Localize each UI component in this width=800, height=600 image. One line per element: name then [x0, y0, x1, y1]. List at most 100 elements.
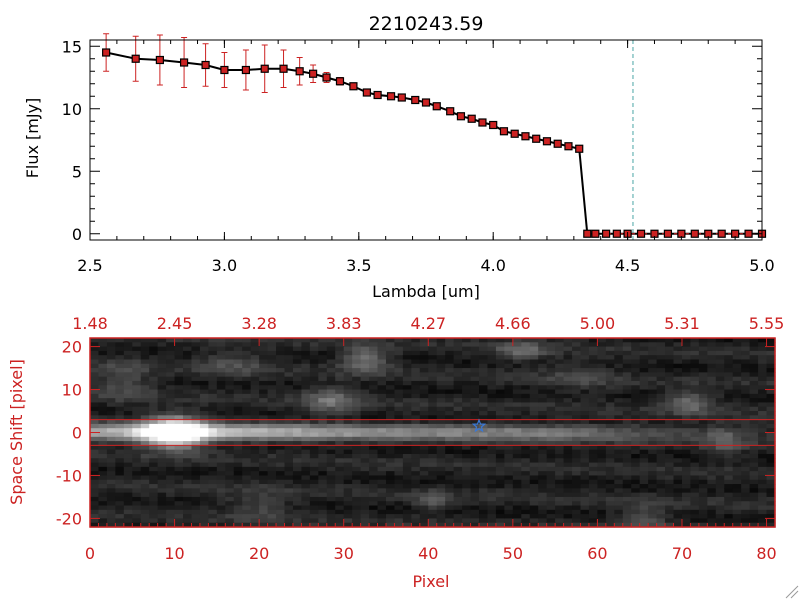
image-pixel [98, 488, 108, 494]
image-pixel [140, 466, 150, 472]
image-pixel [715, 441, 725, 446]
image-pixel [149, 355, 159, 361]
image-pixel [233, 419, 243, 425]
image-pixel [470, 385, 480, 391]
image-pixel [149, 402, 159, 408]
image-pixel [191, 462, 201, 468]
image-pixel [394, 372, 404, 378]
image-pixel [572, 363, 582, 369]
image-pixel [360, 471, 370, 477]
image-pixel [665, 338, 675, 343]
image-pixel [369, 501, 379, 507]
image-pixel [580, 346, 590, 352]
image-pixel [411, 428, 421, 434]
image-pixel [140, 385, 150, 391]
image-pixel [479, 346, 489, 352]
image-pixel [690, 411, 700, 416]
image-pixel [529, 428, 539, 434]
image-pixel [631, 479, 641, 485]
image-pixel [563, 514, 573, 520]
image-pixel [639, 441, 649, 446]
image-pixel [233, 509, 243, 515]
image-pixel [149, 398, 159, 404]
image-pixel [521, 385, 531, 391]
image-pixel [758, 449, 768, 455]
image-pixel [98, 346, 108, 352]
image-pixel [216, 342, 226, 348]
image-pixel [563, 471, 573, 477]
image-pixel [233, 492, 243, 498]
image-pixel [250, 496, 260, 502]
image-pixel [411, 466, 421, 472]
image-pixel [115, 518, 125, 524]
image-pixel [648, 505, 658, 511]
image-pixel [453, 368, 463, 373]
image-pixel [538, 393, 548, 399]
image-pixel [563, 453, 573, 459]
image-pixel [479, 453, 489, 459]
image-pixel [233, 518, 243, 524]
image-pixel [174, 509, 184, 515]
image-pixel [622, 492, 632, 498]
image-pixel [106, 514, 116, 520]
image-pixel [242, 484, 252, 489]
image-pixel [436, 458, 446, 464]
image-pixel [436, 368, 446, 373]
image-pixel [631, 398, 641, 404]
image-pixel [758, 441, 768, 446]
image-pixel [732, 453, 742, 459]
image-pixel [318, 496, 328, 502]
image-pixel [191, 505, 201, 511]
image-pixel [174, 393, 184, 399]
image-pixel [605, 479, 615, 485]
image-pixel [106, 453, 116, 459]
image-pixel [453, 402, 463, 408]
image-pixel [724, 402, 734, 408]
image-pixel [504, 449, 514, 455]
image-pixel [495, 458, 505, 464]
image-pixel [614, 415, 624, 421]
image-pixel [216, 415, 226, 421]
image-pixel [622, 514, 632, 520]
image-pixel [132, 363, 142, 369]
image-pixel [741, 453, 751, 459]
image-pixel [495, 509, 505, 515]
image-pixel [157, 514, 167, 520]
image-pixel [394, 338, 404, 343]
image-pixel [208, 432, 218, 438]
image-pixel [419, 393, 429, 399]
image-pixel [352, 411, 362, 416]
image-pixel [98, 471, 108, 477]
image-pixel [462, 338, 472, 343]
image-pixel [715, 501, 725, 507]
image-pixel [250, 428, 260, 434]
image-pixel [166, 385, 176, 391]
image-pixel [369, 385, 379, 391]
image-pixel [639, 509, 649, 515]
image-pixel [394, 436, 404, 442]
image-pixel [369, 518, 379, 524]
image-pixel [250, 342, 260, 348]
image-pixel [106, 471, 116, 477]
image-pixel [292, 501, 303, 507]
image-pixel [343, 389, 353, 395]
image-pixel [98, 393, 108, 399]
image-pixel [132, 432, 142, 438]
image-pixel [377, 355, 387, 361]
image-pixel [360, 389, 370, 395]
resize-grip-icon[interactable] [785, 585, 799, 599]
image-pixel [411, 411, 421, 416]
image-pixel [149, 518, 159, 524]
image-pixel [698, 449, 708, 455]
image-pixel [479, 488, 489, 494]
image-pixel [225, 466, 235, 472]
image-pixel [631, 415, 641, 421]
image-pixel [546, 522, 556, 528]
image-pixel [140, 484, 150, 489]
image-pixel [453, 393, 463, 399]
image-pixel [360, 419, 370, 425]
image-pixel [504, 385, 514, 391]
image-pixel [183, 484, 193, 489]
image-pixel [495, 419, 505, 425]
image-pixel [681, 432, 692, 438]
